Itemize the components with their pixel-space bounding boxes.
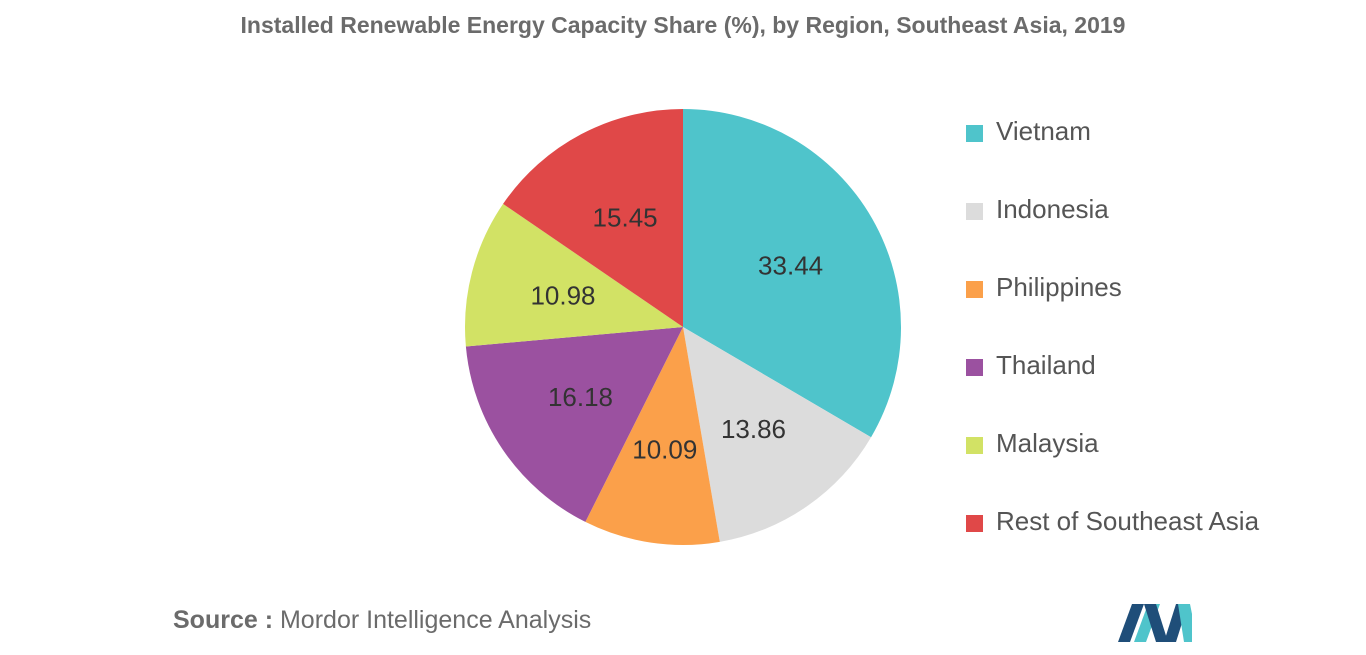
pie-slice-vietnam — [683, 109, 901, 438]
pie-slice-thailand — [465, 327, 683, 522]
legend-swatch — [966, 203, 983, 220]
source-note: Source : Mordor Intelligence Analysis — [173, 606, 591, 635]
slice-value-label: 10.09 — [632, 435, 697, 465]
pie-slice-rest-of-southeast-asia — [503, 109, 683, 327]
chart-title: Installed Renewable Energy Capacity Shar… — [240, 12, 1126, 38]
legend-swatch — [966, 281, 983, 298]
slice-value-label: 15.45 — [593, 202, 658, 232]
legend-label: Thailand — [996, 350, 1096, 380]
legend-label: Philippines — [996, 272, 1122, 302]
legend-item: Indonesia — [966, 190, 1286, 230]
legend-item: Philippines — [966, 268, 1286, 308]
legend-swatch — [966, 125, 983, 142]
legend-label: Vietnam — [996, 116, 1091, 146]
legend-label: Malaysia — [996, 428, 1099, 458]
legend-item: Thailand — [966, 346, 1286, 386]
legend-swatch — [966, 437, 983, 454]
pie-slice-philippines — [585, 327, 720, 546]
slice-value-label: 10.98 — [530, 281, 595, 311]
legend-item: Rest of Southeast Asia — [966, 502, 1286, 542]
slice-value-label: 16.18 — [548, 382, 613, 412]
legend-label: Indonesia — [996, 194, 1109, 224]
legend-swatch — [966, 359, 983, 376]
mordor-intelligence-logo-icon — [1118, 604, 1192, 642]
legend-item: Malaysia — [966, 424, 1286, 464]
source-label: Source : — [173, 606, 274, 634]
pie-slice-indonesia — [683, 327, 872, 542]
legend-swatch — [966, 515, 983, 532]
slice-value-label: 13.86 — [721, 414, 786, 444]
source-text: Mordor Intelligence Analysis — [279, 606, 592, 634]
pie-slice-malaysia — [465, 203, 683, 347]
legend-label: Rest of Southeast Asia — [996, 506, 1260, 536]
legend-item: Vietnam — [966, 112, 1286, 152]
slice-value-label: 33.44 — [758, 250, 823, 280]
